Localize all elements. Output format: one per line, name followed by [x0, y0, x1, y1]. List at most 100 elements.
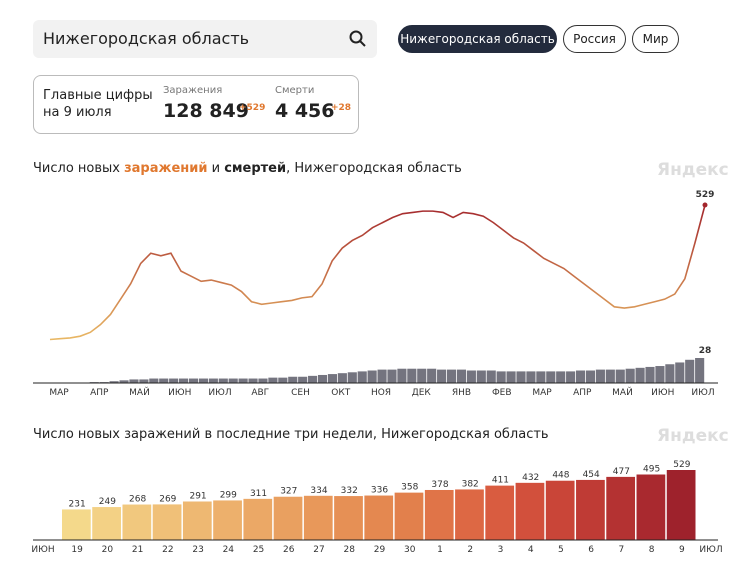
bar — [666, 470, 696, 540]
death-bar — [486, 370, 496, 383]
month-label: МАЙ — [612, 386, 633, 398]
death-bar — [119, 380, 129, 383]
death-bar — [278, 377, 288, 383]
deaths-end-label: 28 — [699, 346, 712, 356]
value-label: 299 — [220, 490, 237, 500]
day-label: 4 — [528, 545, 534, 555]
cases-total: 128 849 — [163, 100, 249, 122]
value-label: 477 — [613, 467, 630, 477]
death-bar — [238, 378, 248, 383]
search-icon[interactable] — [349, 30, 367, 48]
day-label: 28 — [344, 545, 356, 555]
deaths-delta: +28 — [331, 103, 352, 113]
death-bar — [466, 370, 476, 383]
bar — [485, 485, 515, 540]
value-label: 327 — [280, 487, 297, 497]
death-bar — [218, 378, 228, 383]
month-label: МАР — [532, 388, 552, 398]
value-label: 358 — [401, 483, 418, 493]
month-label: АПР — [573, 388, 592, 398]
day-label: 7 — [619, 545, 625, 555]
month-label: АПР — [90, 388, 109, 398]
death-bar — [308, 375, 318, 383]
death-bar — [169, 378, 179, 383]
day-label: 20 — [102, 545, 114, 555]
month-label: НОЯ — [371, 388, 391, 398]
bar — [92, 507, 121, 540]
bar — [636, 474, 666, 540]
tab[interactable]: Мир — [632, 25, 679, 53]
search-box[interactable]: Нижегородская область — [33, 20, 377, 58]
death-bar — [159, 378, 169, 383]
month-label: ИЮЛ — [208, 388, 231, 398]
cases-delta: +529 — [239, 103, 266, 113]
day-label: 29 — [374, 545, 386, 555]
chart-title: Число новых заражений и смертей, Нижегор… — [33, 161, 462, 176]
day-label: 23 — [192, 545, 203, 555]
day-label: 3 — [498, 545, 504, 555]
bar — [303, 495, 333, 540]
title-part: Число новых — [33, 161, 125, 176]
search-query[interactable]: Нижегородская область — [43, 29, 250, 48]
death-bar — [595, 369, 605, 383]
day-label: 30 — [404, 545, 416, 555]
month-label: ФЕВ — [492, 388, 512, 398]
death-bar — [417, 368, 427, 383]
value-label: 495 — [643, 464, 660, 474]
axis-start-label: ИЮН — [31, 545, 54, 555]
month-label: АВГ — [251, 388, 269, 398]
value-label: 336 — [371, 486, 388, 496]
title-part: смертей — [224, 161, 287, 176]
death-bar — [556, 371, 566, 383]
value-label: 454 — [583, 470, 600, 480]
death-bar — [228, 378, 238, 383]
bar — [394, 492, 424, 540]
bar — [182, 501, 212, 540]
bar — [455, 489, 484, 540]
day-label: 8 — [649, 545, 655, 555]
death-bar — [575, 370, 586, 383]
day-label: 27 — [313, 545, 324, 555]
death-bar — [675, 362, 685, 383]
death-bar — [437, 369, 447, 383]
summary-card: Главные цифры на 9 июля Заражения 128 84… — [33, 75, 359, 134]
deaths-total: 4 456 — [275, 100, 335, 122]
death-bar — [476, 370, 486, 383]
death-bar — [625, 368, 635, 383]
bar — [273, 496, 303, 540]
tab[interactable]: Нижегородская область — [398, 25, 557, 53]
bar — [515, 482, 545, 540]
bar — [122, 504, 152, 540]
death-bar — [149, 378, 159, 383]
tab[interactable]: Россия — [563, 25, 626, 53]
death-bar — [258, 378, 268, 383]
value-label: 249 — [99, 497, 116, 507]
death-bar — [546, 371, 556, 383]
title-part: и — [207, 161, 225, 176]
value-label: 334 — [310, 486, 327, 496]
death-bar — [188, 378, 199, 383]
death-bar — [585, 370, 596, 383]
watermark: Яндекс — [657, 160, 729, 180]
month-label: ИЮН — [168, 388, 191, 398]
day-label: 5 — [558, 545, 564, 555]
death-bar — [615, 369, 625, 383]
death-bar — [109, 381, 119, 383]
day-label: 2 — [467, 545, 473, 555]
day-label: 25 — [253, 545, 264, 555]
death-bar — [337, 373, 347, 383]
death-bar — [397, 368, 407, 383]
bar — [334, 496, 363, 540]
death-bar — [496, 371, 506, 383]
bar — [213, 500, 242, 540]
value-label: 411 — [492, 476, 509, 486]
bar — [545, 480, 575, 540]
bar — [62, 509, 91, 540]
month-label: ИЮН — [651, 388, 674, 398]
death-bar — [317, 374, 328, 383]
death-bar — [179, 378, 189, 383]
value-label: 268 — [129, 495, 146, 505]
death-bar — [456, 369, 467, 383]
